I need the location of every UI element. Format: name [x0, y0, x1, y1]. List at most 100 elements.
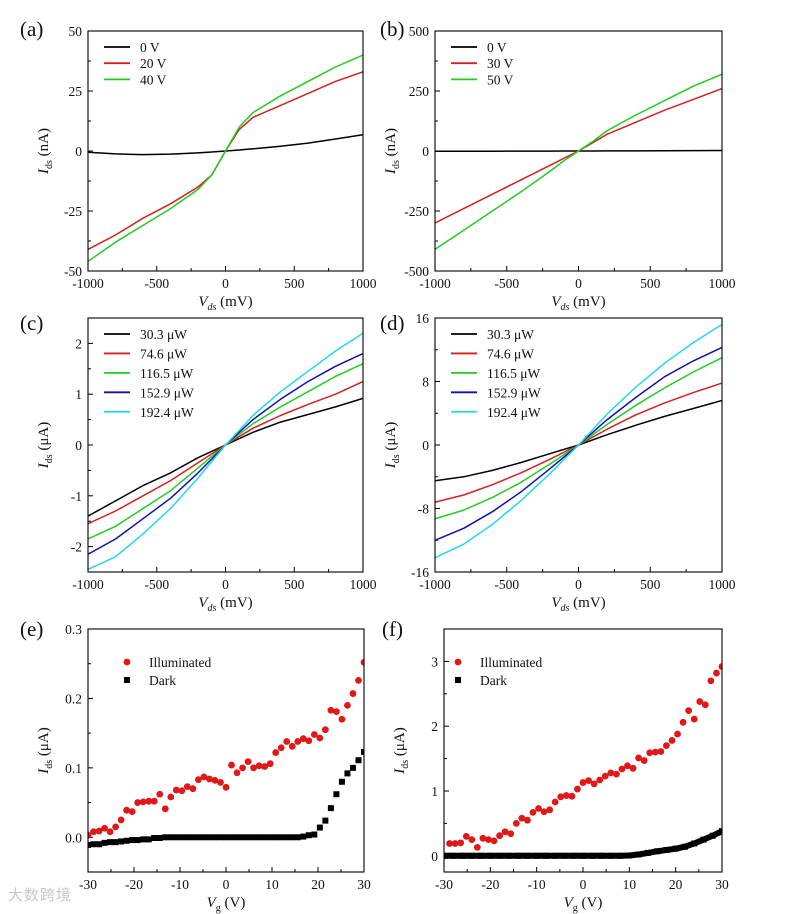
- data-point-dark: [505, 852, 512, 859]
- series-line-116.5-μW: [435, 357, 722, 520]
- legend-label: 152.9 μW: [487, 385, 541, 400]
- y-axis-label-symbol: I: [36, 168, 52, 175]
- data-point-illuminated: [707, 677, 715, 685]
- x-tick-label: 10: [623, 877, 637, 892]
- data-point-dark: [173, 834, 180, 841]
- data-point-illuminated: [239, 764, 246, 772]
- data-point-dark: [228, 834, 235, 841]
- y-tick-label: -16: [411, 565, 429, 580]
- panel-d: (d) -1000 -500 0 500 1000 -16 -8 0 8 16 Vds (mV) Ids…: [380, 311, 736, 614]
- data-point-illuminated: [579, 779, 587, 786]
- panel-c: (c) -1000 -500 0 500 1000 -2 -1 0 1 2 Vds (mV) Ids (…: [20, 311, 377, 614]
- y-tick-label: 0: [422, 438, 429, 453]
- y-axis-label-unit: (nA): [383, 128, 399, 160]
- data-point-dark: [200, 834, 207, 841]
- data-point-illuminated: [696, 698, 704, 705]
- data-point-illuminated: [277, 744, 285, 752]
- data-point-illuminated: [206, 775, 213, 783]
- x-axis-label-subscript: g: [216, 903, 221, 914]
- data-point-illuminated: [468, 836, 476, 843]
- data-point-dark: [112, 839, 119, 846]
- data-point-illuminated: [195, 776, 202, 784]
- x-axis-label-subscript: ds: [208, 603, 217, 614]
- data-point-illuminated: [507, 830, 515, 838]
- x-tick-label: -10: [171, 877, 189, 892]
- x-tick-label: 20: [311, 877, 325, 892]
- legend-label: Dark: [480, 673, 507, 688]
- legend-marker: [455, 677, 461, 683]
- data-point-illuminated: [496, 832, 503, 840]
- data-point-illuminated: [123, 806, 131, 814]
- data-point-dark: [589, 852, 596, 859]
- y-axis-label-symbol: I: [392, 768, 408, 775]
- series-line-40-V: [88, 54, 363, 263]
- y-axis-label-symbol: I: [36, 768, 52, 775]
- data-point-dark: [278, 834, 285, 841]
- data-point-dark: [167, 834, 174, 841]
- y-tick-label: -2: [71, 540, 82, 555]
- data-point-illuminated: [134, 799, 142, 806]
- data-point-illuminated: [327, 706, 335, 714]
- data-point-illuminated: [624, 762, 631, 770]
- plot-frame: [87, 317, 364, 573]
- data-point-dark: [129, 837, 136, 844]
- data-point-illuminated: [668, 737, 676, 744]
- panel-letter: (f): [382, 617, 403, 641]
- x-tick-label: 0: [575, 577, 582, 592]
- x-axis-label-symbol: V: [198, 595, 209, 611]
- panel-letter: (b): [380, 17, 405, 41]
- plot-frame: [87, 30, 364, 272]
- data-point-dark: [672, 845, 679, 852]
- y-tick-label: 2: [431, 719, 438, 734]
- data-point-illuminated: [316, 734, 324, 742]
- data-point-dark: [217, 834, 224, 841]
- data-point-illuminated: [601, 772, 609, 780]
- data-point-dark: [580, 852, 586, 859]
- panel-letter: (e): [20, 617, 43, 641]
- data-point-illuminated: [106, 828, 114, 836]
- x-axis-label-unit: (mV): [216, 294, 252, 310]
- data-point-dark: [349, 764, 356, 771]
- data-point-dark: [626, 852, 633, 859]
- y-tick-label: -1: [71, 489, 82, 504]
- x-tick-label: -30: [79, 877, 97, 892]
- watermark: 大数跨境: [8, 886, 73, 904]
- plot-area: [435, 73, 722, 251]
- y-axis-label: Ids (nA): [36, 128, 55, 175]
- legend-label: 30 V: [487, 56, 514, 71]
- data-point-dark: [162, 834, 169, 841]
- data-point-illuminated: [145, 797, 153, 805]
- legend-label: 192.4 μW: [140, 405, 194, 420]
- data-point-dark: [184, 834, 191, 841]
- legend-label: 192.4 μW: [487, 405, 541, 420]
- y-axis-label: Ids (μA): [36, 727, 55, 775]
- data-point-illuminated: [112, 823, 119, 831]
- data-point-illuminated: [156, 790, 164, 798]
- legend-label: 74.6 μW: [140, 346, 187, 361]
- legend-label: Dark: [149, 673, 176, 688]
- data-point-illuminated: [117, 816, 125, 824]
- y-axis-label-subscript: ds: [44, 454, 55, 463]
- x-axis-label: Vg (V): [564, 895, 603, 914]
- data-point-dark: [234, 834, 241, 841]
- data-point-dark: [245, 834, 252, 841]
- series-line-192.4-μW: [435, 323, 722, 559]
- plot-area: [435, 323, 722, 559]
- data-point-illuminated: [183, 783, 191, 791]
- x-axis-label-unit: (mV): [569, 595, 605, 611]
- data-point-illuminated: [305, 737, 313, 745]
- legend-label: 30.3 μW: [140, 327, 187, 342]
- data-point-illuminated: [200, 773, 208, 781]
- x-tick-label: 0: [222, 577, 229, 592]
- data-point-illuminated: [128, 808, 136, 815]
- x-tick-label: 10: [265, 877, 279, 892]
- panel-e: (e) -30 -20 -10 0 10 20 30 0.0 0.1 0.2 0.3 Vg (V) Ids…: [20, 617, 371, 914]
- data-point-dark: [256, 834, 263, 841]
- y-tick-label: 0.0: [65, 830, 82, 845]
- series-line-30-V: [435, 87, 722, 224]
- y-tick-label: 250: [409, 84, 430, 99]
- y-tick-label: -25: [64, 204, 82, 219]
- x-tick-label: -10: [528, 877, 546, 892]
- x-tick-label: -500: [144, 577, 169, 592]
